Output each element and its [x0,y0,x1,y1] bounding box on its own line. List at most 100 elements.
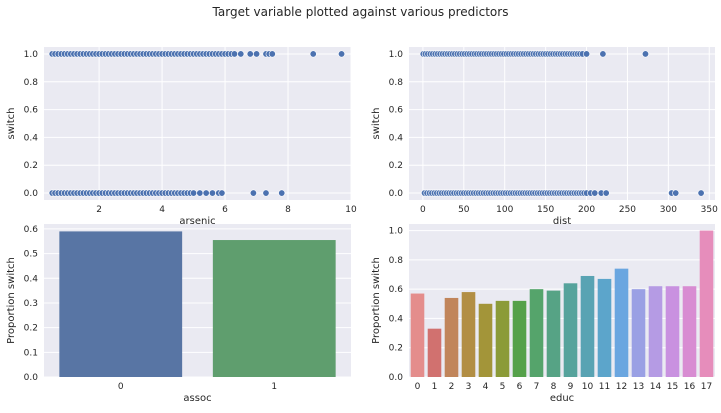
y-tick-label: 0.0 [389,373,404,383]
bar-1 [427,328,442,377]
x-tick-label: 12 [616,382,627,392]
x-tick-label: 4 [159,205,165,215]
x-tick-label: 16 [684,382,696,392]
x-tick-label: 2 [449,382,455,392]
y-tick-label: 0.4 [389,314,404,324]
x-tick-label: 9 [568,382,574,392]
y-tick-label: 0.8 [389,256,404,266]
bar-16 [682,286,697,377]
bar-14 [648,286,663,377]
bar-3 [461,292,476,377]
data-point [268,50,276,58]
y-tick-label: 1.0 [389,50,404,60]
y-tick-label: 0.4 [24,133,39,143]
x-tick-label: 350 [701,205,718,215]
x-tick-label: 5 [500,382,506,392]
y-tick-label: 1.0 [389,227,404,237]
y-axis-label: Proportion switch [6,257,17,344]
plot-area [409,47,715,200]
bar-6 [512,300,527,377]
plot-area [44,47,351,200]
y-tick-label: 0.2 [389,344,403,354]
data-point [249,189,257,197]
x-tick-label: 100 [496,205,513,215]
y-tick-label: 0.0 [24,373,39,383]
data-point [253,50,261,58]
data-point [237,50,245,58]
x-tick-label: 0 [415,382,421,392]
y-tick-label: 0.3 [24,299,38,309]
data-point [208,189,216,197]
x-tick-label: 0 [118,382,124,392]
y-tick-label: 0.2 [24,324,38,334]
x-axis-label: assoc [183,393,211,404]
x-tick-label: 8 [551,382,557,392]
chart-assoc [44,224,351,378]
x-tick-label: 14 [650,382,662,392]
x-axis-label: arsenic [179,216,215,227]
x-tick-label: 8 [285,205,291,215]
data-point [218,189,226,197]
bar-11 [597,278,612,377]
bar-10 [580,275,595,377]
x-tick-label: 0 [420,205,426,215]
x-tick-label: 2 [96,205,102,215]
bar-1 [212,240,336,377]
chart-educ [409,224,715,378]
x-tick-label: 10 [582,382,594,392]
x-tick-label: 6 [222,205,228,215]
data-point [278,189,286,197]
y-tick-label: 0.6 [24,106,39,116]
data-point [641,50,649,58]
data-point [338,50,346,58]
bar-7 [529,289,544,377]
y-tick-label: 0.0 [24,189,39,199]
bar-0 [59,231,183,377]
x-tick-label: 10 [345,205,357,215]
data-point [246,50,254,58]
x-tick-label: 15 [667,382,678,392]
y-tick-label: 0.5 [24,250,38,260]
bar-5 [495,300,510,377]
x-tick-label: 250 [619,205,636,215]
data-point [202,189,210,197]
y-tick-label: 0.8 [24,78,39,88]
y-tick-label: 0.6 [389,285,404,295]
x-tick-label: 17 [701,382,712,392]
bar-9 [563,283,578,377]
y-tick-label: 0.2 [24,161,38,171]
y-tick-label: 0.6 [389,106,404,116]
data-point [196,189,204,197]
figure-title: Target variable plotted against various … [212,5,509,19]
y-tick-label: 0.8 [389,78,404,88]
y-tick-label: 0.2 [389,161,403,171]
data-point [262,189,270,197]
bar-0 [410,293,425,377]
y-axis-label: switch [6,108,17,140]
y-tick-label: 0.4 [389,133,404,143]
y-axis-label: Proportion switch [371,257,382,344]
bar-13 [631,289,646,377]
data-point [591,189,599,197]
bar-8 [546,290,561,377]
x-tick-label: 13 [633,382,644,392]
x-tick-label: 7 [534,382,540,392]
data-point [230,50,238,58]
x-tick-label: 3 [466,382,472,392]
y-tick-label: 0.4 [24,274,39,284]
y-tick-label: 0.0 [389,189,404,199]
data-point [602,189,610,197]
x-axis-label: educ [550,393,574,404]
x-tick-label: 300 [660,205,677,215]
bar-2 [444,297,459,377]
y-tick-label: 0.1 [24,348,38,358]
x-tick-label: 6 [517,382,523,392]
chart-arsenic [44,47,352,200]
data-point [309,50,317,58]
data-point [672,189,680,197]
data-point [190,189,198,197]
bar-4 [478,303,493,377]
bar-17 [699,230,714,377]
x-tick-label: 4 [483,382,489,392]
